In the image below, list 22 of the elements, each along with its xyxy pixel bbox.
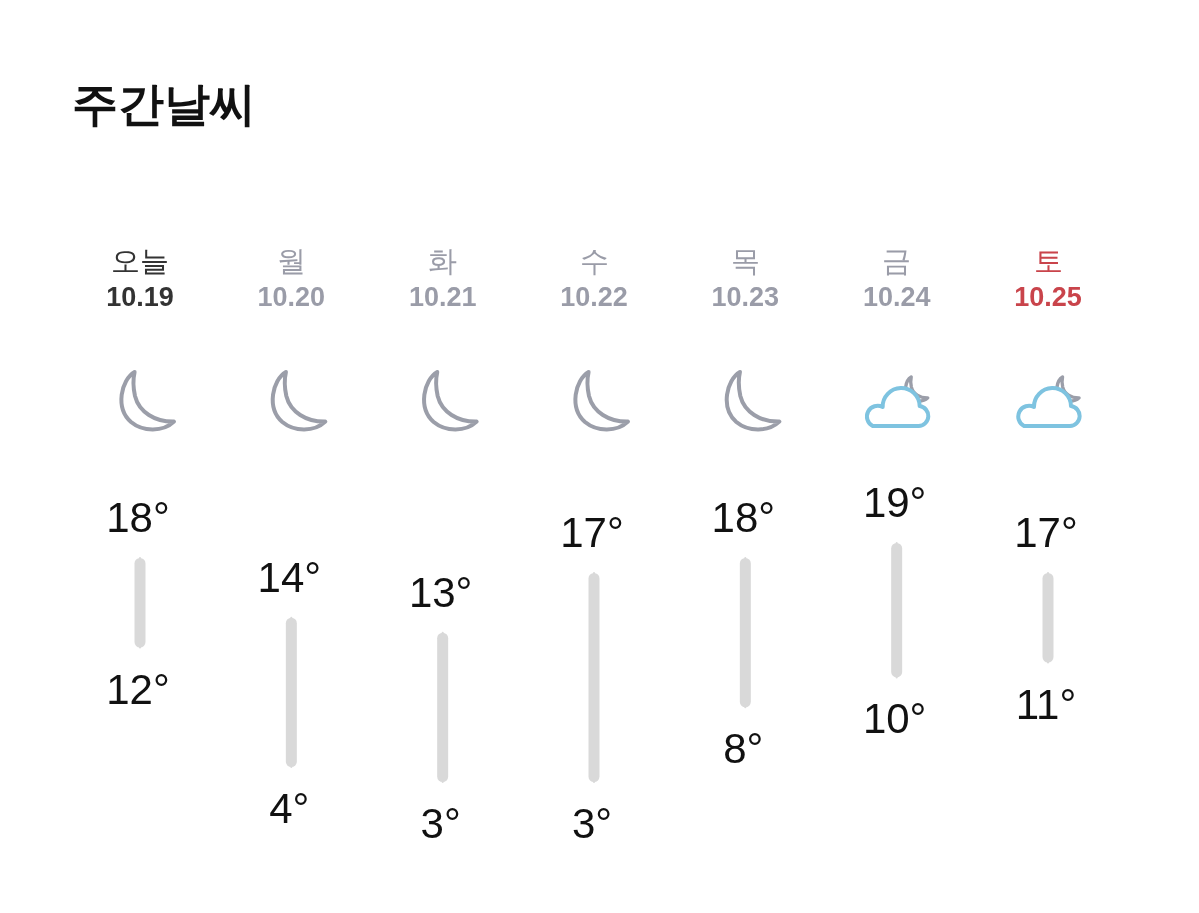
annotation: 17°: [560, 508, 624, 556]
annotation: 18°: [711, 493, 776, 541]
x-tick-label: 월 10.20: [257, 245, 326, 312]
x-tick-label: 오늘 10.19: [106, 245, 174, 312]
annotation: 12°: [106, 665, 170, 713]
annotation: 14°: [257, 553, 322, 601]
chart-title: 주간날씨: [72, 78, 256, 130]
annotation: 13°: [408, 568, 473, 616]
x-tick-label: 목 10.23: [711, 245, 780, 312]
x-tick-label: 수 10.22: [560, 245, 628, 312]
annotation: 3°: [420, 800, 461, 847]
annotation: 3°: [571, 800, 613, 847]
annotation: 19°: [862, 479, 927, 526]
x-tick-label: 토 10.25: [1014, 245, 1082, 312]
x-tick-label: 금 10.24: [862, 245, 931, 312]
x-tick-label: 화 10.21: [408, 245, 477, 312]
annotation: 8°: [723, 725, 764, 773]
annotation: 4°: [269, 785, 310, 833]
annotation: 17°: [1014, 508, 1078, 556]
annotation: 10°: [862, 695, 927, 743]
annotation: 18°: [106, 493, 170, 541]
annotation: 11°: [1015, 680, 1077, 728]
